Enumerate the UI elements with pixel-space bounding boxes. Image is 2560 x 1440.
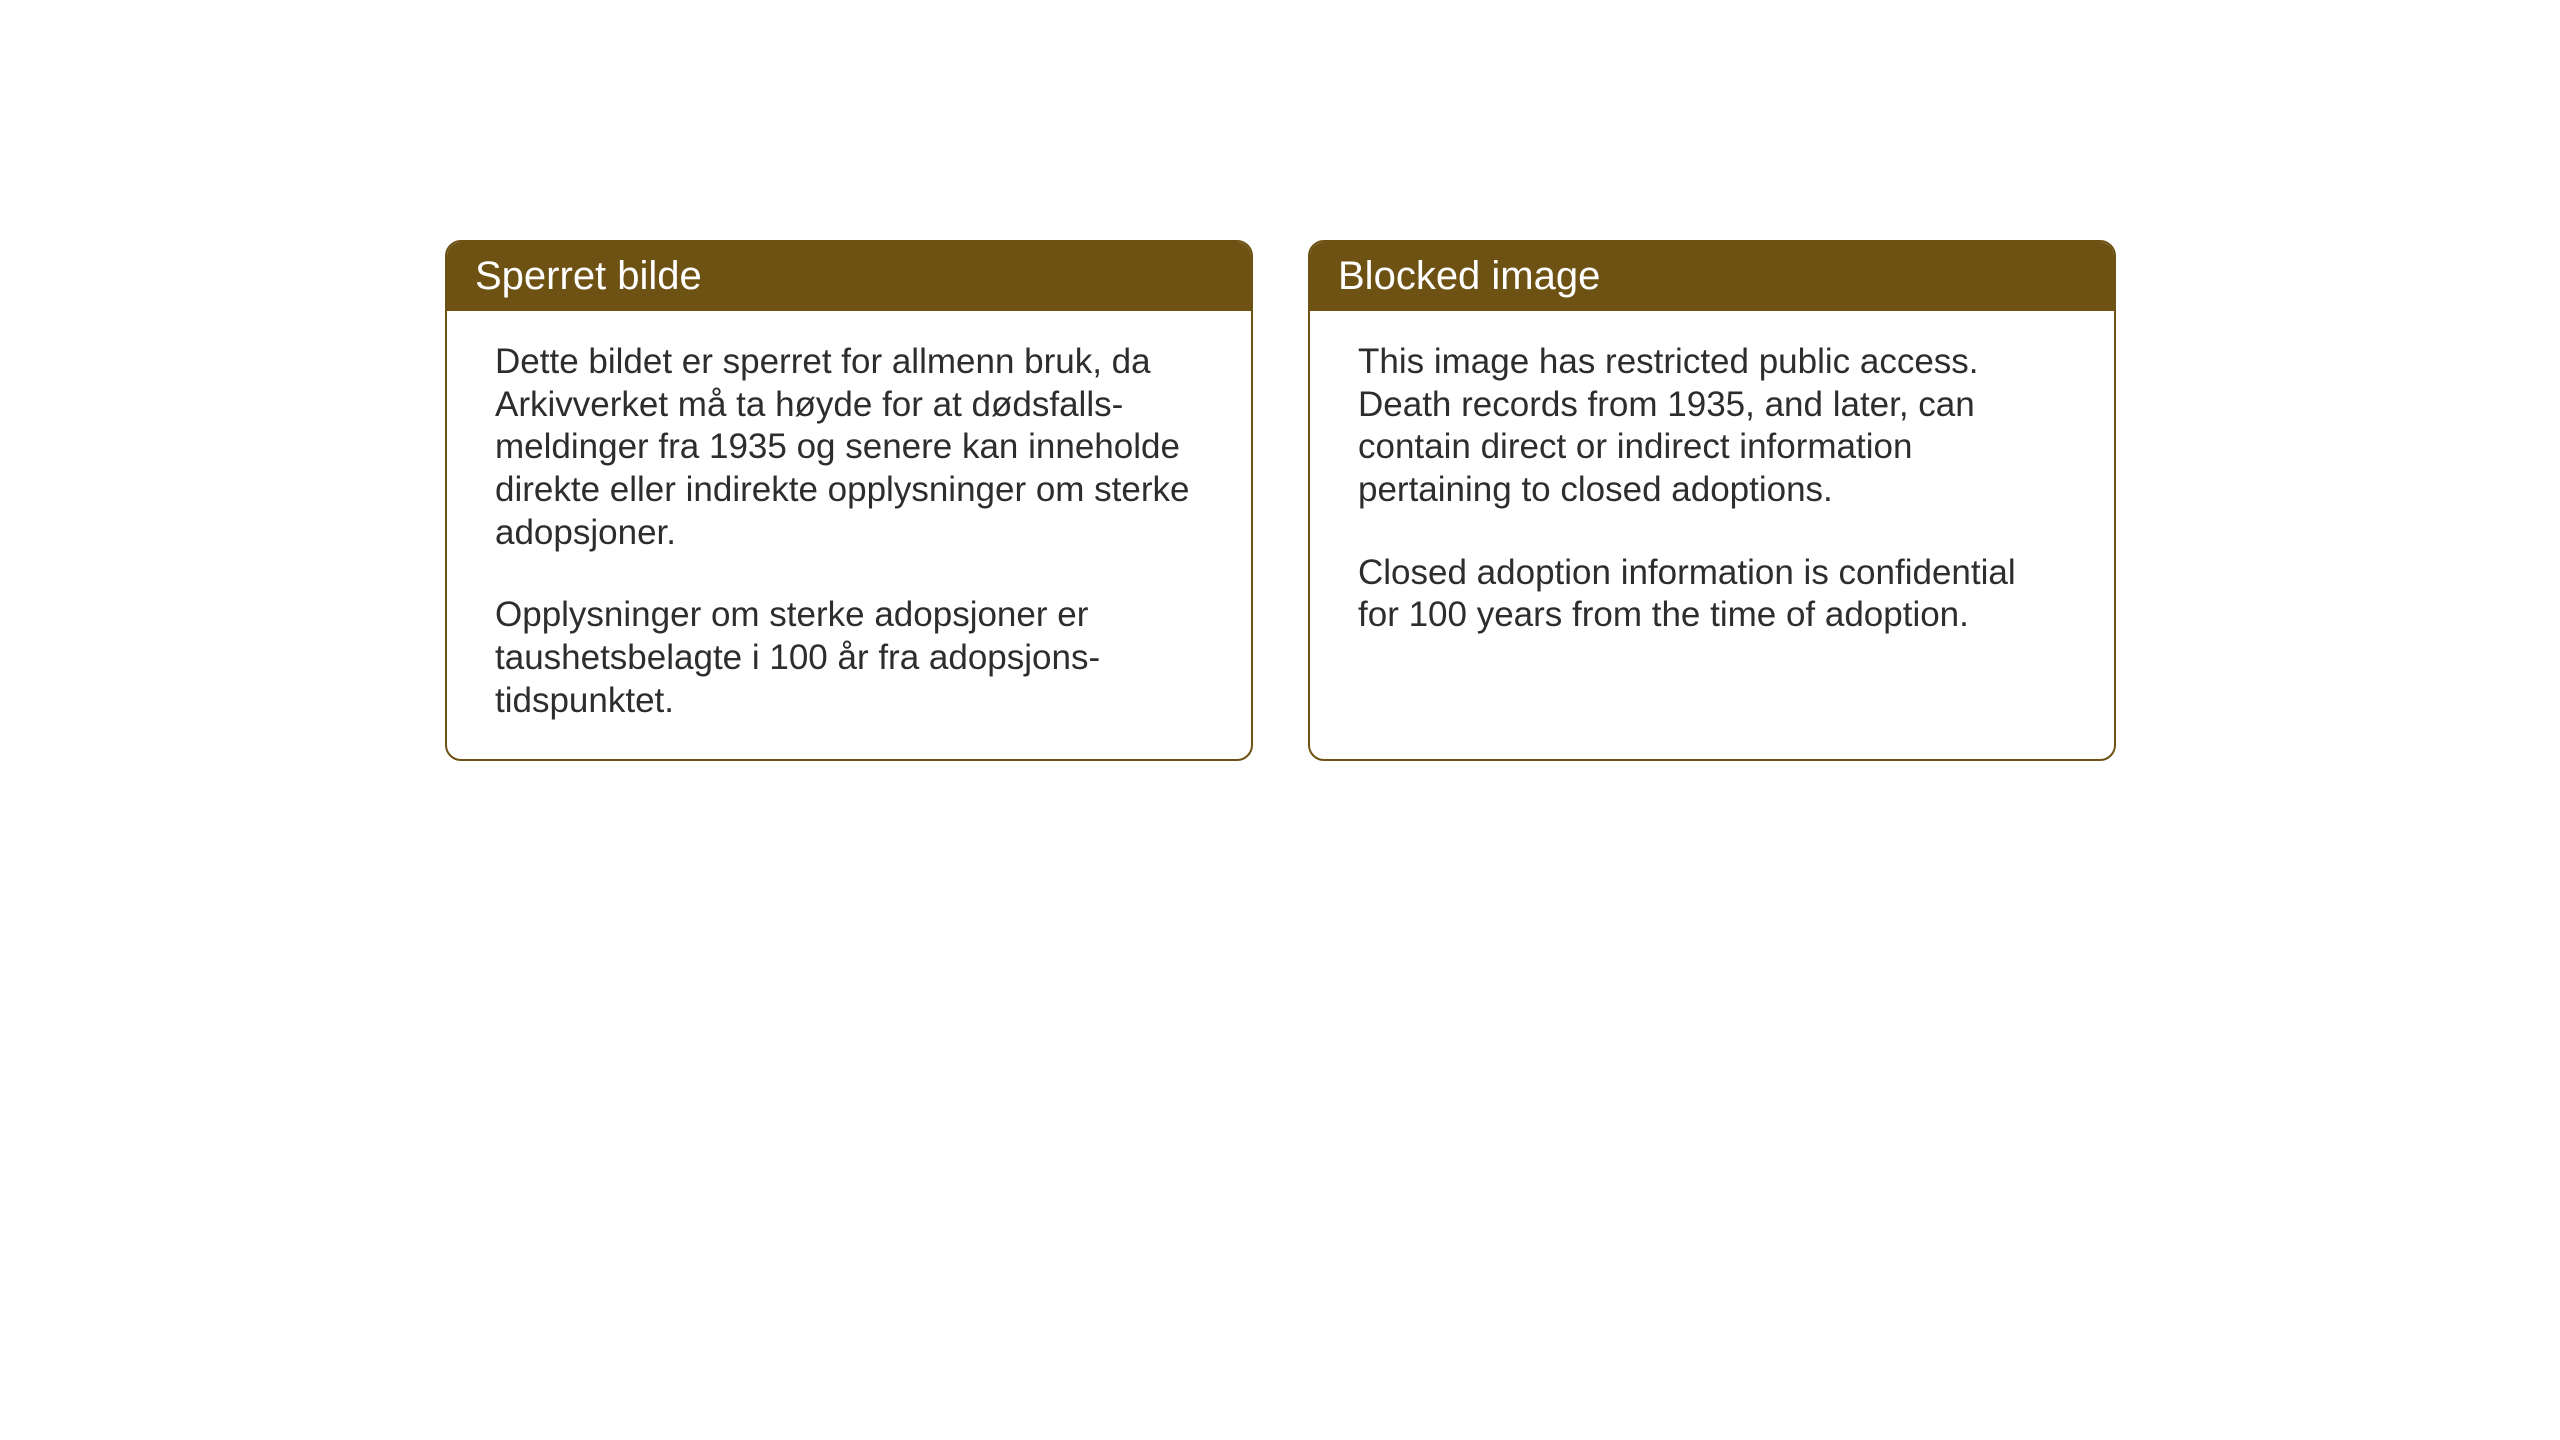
english-paragraph-1: This image has restricted public access.…: [1358, 341, 2066, 512]
english-card-body: This image has restricted public access.…: [1310, 311, 2114, 673]
english-paragraph-2: Closed adoption information is confident…: [1358, 552, 2066, 637]
english-notice-card: Blocked image This image has restricted …: [1308, 240, 2116, 761]
norwegian-paragraph-2: Opplysninger om sterke adopsjoner er tau…: [495, 594, 1203, 722]
norwegian-card-body: Dette bildet er sperret for allmenn bruk…: [447, 311, 1251, 759]
norwegian-notice-card: Sperret bilde Dette bildet er sperret fo…: [445, 240, 1253, 761]
norwegian-paragraph-1: Dette bildet er sperret for allmenn bruk…: [495, 341, 1203, 554]
notice-container: Sperret bilde Dette bildet er sperret fo…: [445, 240, 2116, 761]
english-card-title: Blocked image: [1310, 242, 2114, 311]
norwegian-card-title: Sperret bilde: [447, 242, 1251, 311]
